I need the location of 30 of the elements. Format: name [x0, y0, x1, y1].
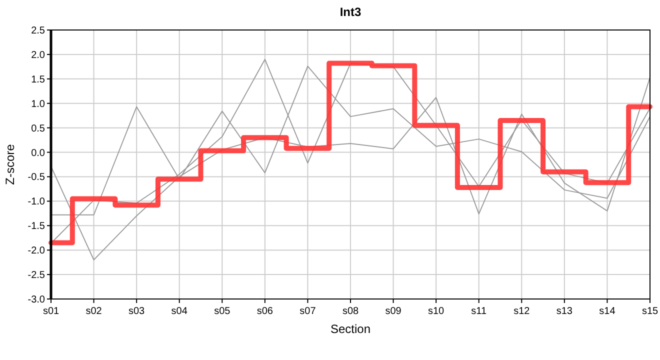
x-tick-label: s09 [385, 306, 402, 317]
x-tick-label: s12 [514, 306, 530, 317]
y-tick-label: 0.5 [31, 123, 46, 134]
x-tick-label: s10 [428, 306, 445, 317]
y-tick-label: 1.0 [31, 98, 46, 110]
x-tick-label: s02 [86, 306, 102, 317]
chart-title: Int3 [340, 5, 362, 19]
x-tick-label: s07 [300, 306, 316, 317]
x-tick-label: s05 [214, 306, 231, 317]
x-tick-label: s14 [599, 306, 616, 317]
y-axis-title: Z-score [3, 144, 17, 185]
y-tick-label: 2.0 [31, 50, 46, 61]
x-tick-label: s04 [171, 306, 188, 317]
x-tick-label: s08 [342, 306, 359, 317]
x-axis-title: Section [330, 322, 371, 336]
y-tick-label: 1.5 [31, 74, 46, 86]
x-tick-label: s03 [128, 306, 146, 317]
x-tick-label: s13 [556, 306, 573, 317]
x-tick-label: s06 [256, 306, 274, 317]
y-tick-label: -1.5 [28, 221, 46, 232]
x-tick-label: s15 [642, 306, 658, 317]
x-tick-label: s11 [471, 306, 487, 317]
y-tick-label: -0.5 [28, 172, 46, 184]
y-tick-label: -1.0 [28, 196, 46, 208]
y-tick-label: 0.0 [31, 148, 46, 159]
y-tick-label: -3.0 [28, 294, 46, 306]
y-tick-label: -2.0 [28, 246, 46, 257]
y-tick-label: -2.5 [28, 270, 46, 282]
x-tick-label: s01 [42, 306, 60, 317]
y-tick-label: 2.5 [31, 26, 46, 36]
